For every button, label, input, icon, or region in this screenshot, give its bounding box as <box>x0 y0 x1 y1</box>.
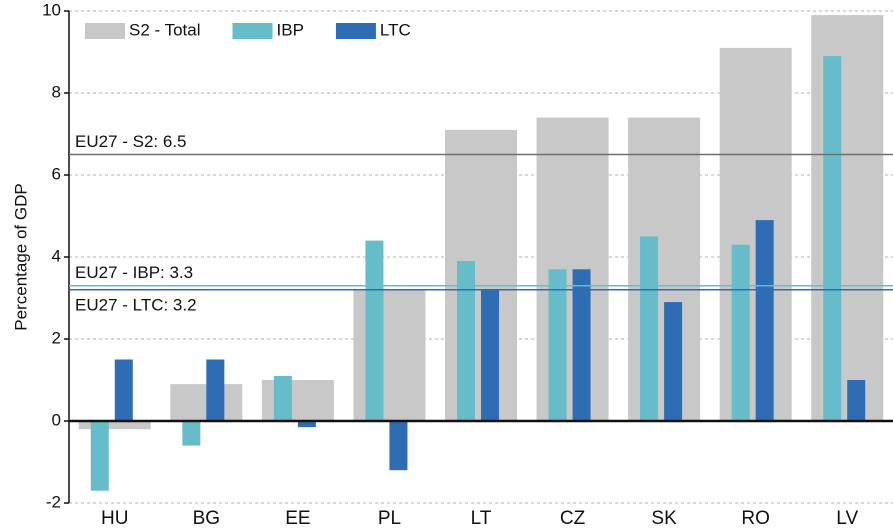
bar <box>755 220 774 421</box>
x-tick-label: LV <box>836 508 858 529</box>
bar <box>114 359 133 421</box>
bar <box>640 236 659 421</box>
bar <box>353 289 426 421</box>
bar <box>78 421 151 430</box>
bar <box>731 244 750 421</box>
x-tick-label: HU <box>101 508 128 529</box>
reference-label: EU27 - IBP: 3.3 <box>75 263 193 282</box>
bar <box>457 261 475 421</box>
bar <box>847 380 866 421</box>
legend-swatch <box>85 23 125 39</box>
y-tick-label: 8 <box>52 82 61 101</box>
y-axis-label: Percentage of GDP <box>11 183 30 330</box>
bar <box>90 421 109 491</box>
x-tick-label: RO <box>741 508 770 529</box>
x-tick-label: SK <box>651 508 677 529</box>
bar <box>823 56 842 421</box>
bar <box>389 421 408 471</box>
reference-label: EU27 - S2: 6.5 <box>75 132 187 151</box>
bar <box>572 269 591 421</box>
bar <box>182 421 201 446</box>
x-tick-label: EE <box>285 508 310 529</box>
y-tick-label: -2 <box>46 492 61 511</box>
x-tick-label: CZ <box>560 508 586 529</box>
y-tick-label: 6 <box>52 164 61 183</box>
legend-swatch <box>232 23 273 39</box>
y-tick-label: 0 <box>52 410 61 429</box>
y-tick-label: 2 <box>52 328 61 347</box>
bar <box>273 375 292 421</box>
bar <box>261 380 334 421</box>
bar <box>548 269 567 421</box>
bar <box>297 421 316 428</box>
legend-label: LTC <box>380 20 411 39</box>
bar <box>365 240 384 421</box>
bar <box>206 359 225 421</box>
reference-label: EU27 - LTC: 3.2 <box>75 295 197 314</box>
bar <box>811 15 884 421</box>
y-tick-label: 4 <box>52 246 61 265</box>
x-tick-label: LT <box>471 508 492 529</box>
x-tick-label: BG <box>193 508 220 529</box>
y-tick-label: 10 <box>42 0 61 19</box>
legend-swatch <box>335 23 376 39</box>
bar <box>481 289 499 421</box>
legend-label: S2 - Total <box>129 20 201 39</box>
bar <box>664 302 683 421</box>
legend-label: IBP <box>277 20 304 39</box>
x-tick-label: PL <box>378 508 401 529</box>
